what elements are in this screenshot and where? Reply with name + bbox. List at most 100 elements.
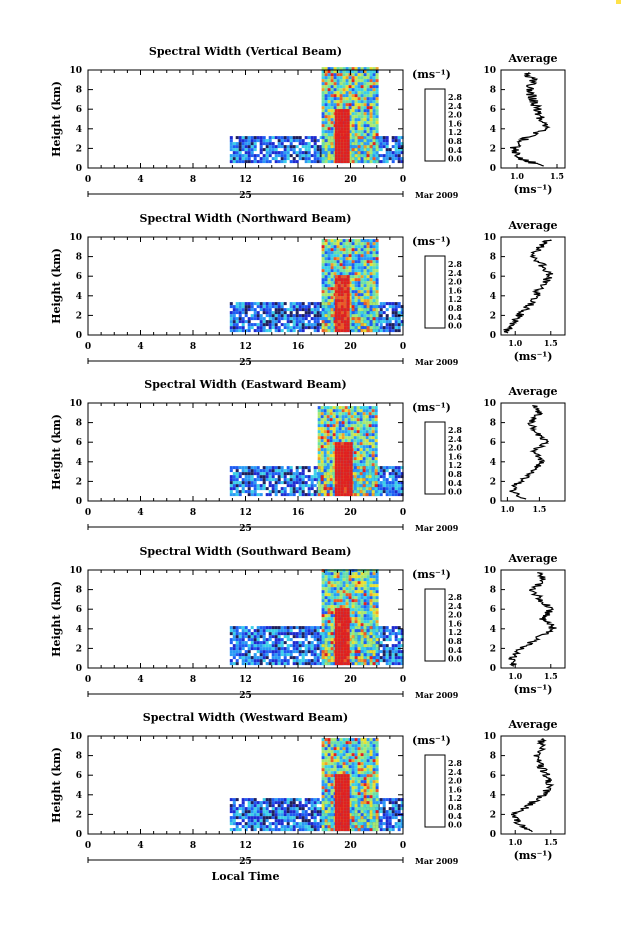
heatmap-cell <box>310 317 314 321</box>
heatmap-cell <box>333 85 337 89</box>
heatmap-cell <box>323 493 327 497</box>
heatmap-cell <box>374 457 378 461</box>
heatmap-cell <box>348 88 352 92</box>
heatmap-cell <box>345 599 349 603</box>
heatmap-cell <box>363 629 367 633</box>
heatmap-cell <box>307 160 311 164</box>
heatmap-cell <box>319 656 323 660</box>
heatmap-cell <box>265 314 269 318</box>
heatmap-cell <box>256 662 260 666</box>
heatmap-cell <box>313 329 317 333</box>
heatmap-cell <box>354 275 358 279</box>
heatmap-cell <box>343 326 347 330</box>
heatmap-cell <box>262 154 266 158</box>
heatmap-cell <box>292 490 296 494</box>
heatmap-cell <box>329 427 333 431</box>
heatmap-cell <box>329 418 333 422</box>
heatmap-cell <box>340 145 344 149</box>
heatmap-cell <box>320 421 324 425</box>
heatmap-cell <box>375 154 379 158</box>
heatmap-cell <box>372 257 376 261</box>
heatmap-cell <box>397 311 401 315</box>
heatmap-cell <box>356 418 360 422</box>
heatmap-cell <box>340 148 344 152</box>
heatmap-cell <box>351 121 355 125</box>
heatmap-cell <box>340 293 344 297</box>
heatmap-cell <box>385 145 389 149</box>
heatmap-cell <box>348 320 352 324</box>
heatmap-cell <box>241 148 245 152</box>
heatmap-cell <box>363 148 367 152</box>
avg-y-tick-label: 8 <box>490 253 496 263</box>
heatmap-cell <box>354 151 358 155</box>
heatmap-cell <box>372 151 376 155</box>
heatmap-cell <box>363 67 367 71</box>
heatmap-cell <box>334 302 338 306</box>
heatmap-cell <box>334 118 338 122</box>
heatmap-cell <box>359 490 363 494</box>
heatmap-cell <box>337 296 341 300</box>
heatmap-cell <box>363 593 367 597</box>
heatmap-cell <box>368 487 372 491</box>
heatmap-cell <box>347 430 351 434</box>
heatmap-cell <box>382 472 386 476</box>
heatmap-cell <box>344 415 348 419</box>
heatmap-cell <box>256 302 260 306</box>
heatmap-cell <box>274 484 278 488</box>
heatmap-cell <box>271 145 275 149</box>
heatmap-cell <box>354 647 358 651</box>
colorbar-tick-label: 1.6 <box>448 451 462 461</box>
heatmap-cell <box>283 626 287 630</box>
heatmap-cell <box>271 656 275 660</box>
heatmap-cell <box>388 659 392 663</box>
heatmap-cell <box>363 124 367 128</box>
heatmap-cell <box>379 635 383 639</box>
heatmap-cell <box>371 454 375 458</box>
heatmap-cell <box>343 139 347 143</box>
heatmap-cell <box>262 466 266 470</box>
heatmap-cell <box>375 157 379 161</box>
heatmap-cell <box>394 136 398 140</box>
heatmap-cell <box>357 139 361 143</box>
heatmap-cell <box>321 133 325 137</box>
x-tick-label: 12 <box>239 175 252 185</box>
heatmap-cell <box>397 466 401 470</box>
x-tick-label: 0 <box>400 508 406 518</box>
heatmap-cell <box>360 569 364 573</box>
heatmap-cell <box>292 650 296 654</box>
heatmap-cell <box>250 656 254 660</box>
heatmap-cell <box>271 469 275 473</box>
heatmap-cell <box>368 430 372 434</box>
heatmap-cell <box>375 245 379 249</box>
heatmap-cell <box>368 436 372 440</box>
y-tick-label: 8 <box>76 419 82 429</box>
heatmap-cell <box>339 242 343 246</box>
heatmap-cell <box>362 493 366 497</box>
heatmap-cell <box>313 638 317 642</box>
heatmap-cell <box>340 275 344 279</box>
heatmap-cell <box>327 314 331 318</box>
heatmap-cell <box>385 139 389 143</box>
heatmap-cell <box>360 70 364 74</box>
heatmap-cell <box>327 656 331 660</box>
heatmap-cell <box>374 478 378 482</box>
heatmap-cell <box>363 269 367 273</box>
heatmap-cell <box>301 466 305 470</box>
heatmap-cell <box>320 460 324 464</box>
heatmap-cell <box>366 275 370 279</box>
heatmap-cell <box>368 427 372 431</box>
heatmap-cell <box>385 656 389 660</box>
heatmap-cell <box>280 317 284 321</box>
heatmap-cell <box>375 139 379 143</box>
heatmap-cell <box>351 620 355 624</box>
heatmap-cell <box>283 662 287 666</box>
heatmap-cell <box>262 478 266 482</box>
heatmap-cell <box>351 302 355 306</box>
heatmap-cell <box>369 121 373 125</box>
heatmap-cell <box>345 269 349 273</box>
heatmap-cell <box>235 148 239 152</box>
heatmap-cell <box>339 239 343 243</box>
heatmap-cell <box>262 323 266 327</box>
heatmap-cell <box>346 278 350 282</box>
